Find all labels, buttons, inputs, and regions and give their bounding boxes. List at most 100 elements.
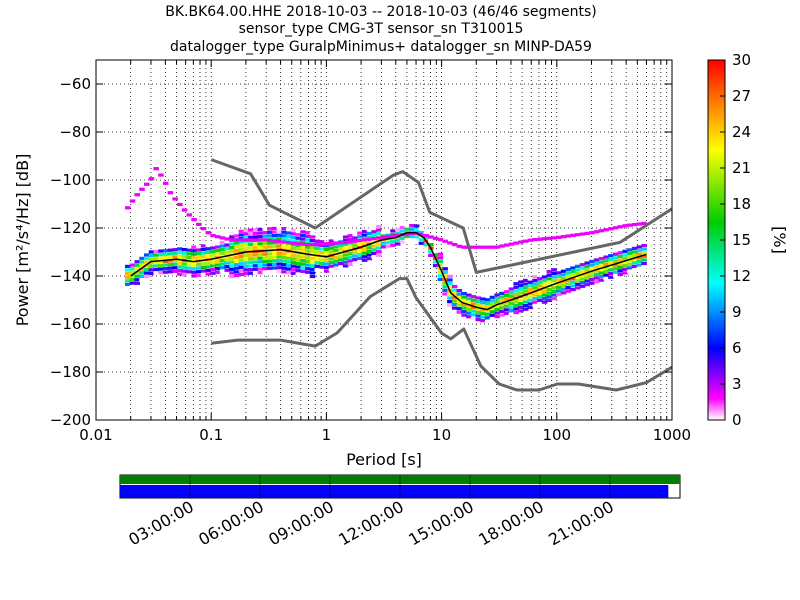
psd-cell — [371, 233, 377, 237]
psd-cell — [162, 249, 169, 253]
psd-outlier-cell — [428, 235, 434, 239]
psd-cell — [323, 265, 330, 270]
psd-cell — [134, 278, 141, 282]
psd-cell — [608, 254, 614, 258]
psd-cell — [177, 272, 183, 276]
psd-cell — [300, 269, 306, 274]
psd-cell — [229, 256, 235, 261]
psd-cell — [257, 231, 264, 235]
psd-density-cells — [125, 167, 647, 324]
psd-cell — [532, 278, 538, 283]
psd-cell — [480, 301, 486, 305]
x-tick-label: 1 — [322, 426, 332, 444]
psd-cell — [143, 267, 150, 272]
psd-cell — [499, 302, 505, 306]
psd-cell — [314, 261, 321, 265]
psd-cell — [252, 228, 259, 232]
psd-cell — [447, 296, 453, 300]
psd-cell — [300, 259, 306, 263]
psd-cell — [627, 262, 633, 266]
psd-cell — [612, 259, 619, 264]
psd-cell — [271, 226, 278, 231]
psd-cell — [546, 291, 553, 295]
psd-cell — [248, 271, 254, 275]
psd-outlier-cell — [352, 239, 358, 243]
psd-cell — [432, 264, 439, 268]
psd-cell — [366, 235, 373, 239]
psd-outlier-cell — [196, 222, 202, 226]
psd-cell — [622, 253, 628, 257]
psd-cell — [428, 239, 434, 243]
psd-cell — [461, 302, 467, 306]
psd-cell — [229, 267, 235, 271]
psd-cell — [489, 310, 496, 314]
y-tick-label: −200 — [50, 411, 91, 429]
psd-cell — [361, 251, 368, 255]
psd-cell — [295, 258, 302, 262]
psd-cell — [243, 243, 249, 247]
psd-cell — [522, 282, 529, 286]
psd-cell — [442, 285, 448, 289]
y-tick-label: −60 — [59, 75, 91, 93]
psd-cell — [451, 302, 458, 307]
psd-outlier-cell — [461, 245, 467, 249]
psd-cell — [361, 240, 368, 244]
psd-cell — [305, 231, 311, 235]
psd-cell — [579, 277, 586, 281]
psd-cell — [612, 256, 619, 260]
psd-cell — [357, 256, 363, 260]
psd-outlier-cell — [603, 228, 609, 232]
psd-cell — [271, 266, 278, 270]
psd-cell — [257, 227, 264, 231]
psd-cell — [262, 241, 268, 246]
psd-outlier-cell — [129, 199, 136, 203]
psd-cell — [560, 284, 567, 288]
psd-cell — [134, 267, 141, 271]
psd-cell — [281, 259, 287, 263]
psd-cell — [200, 244, 207, 248]
psd-cell — [570, 273, 576, 277]
psd-cell — [574, 271, 581, 276]
psd-cell — [314, 246, 321, 250]
psd-cell — [541, 282, 548, 286]
psd-cell — [636, 263, 643, 267]
psd-cell — [172, 266, 178, 270]
psd-cell — [376, 224, 382, 229]
psd-outlier-cell — [589, 231, 595, 235]
psd-cell — [224, 247, 231, 251]
psd-cell — [447, 274, 453, 278]
psd-cell — [229, 235, 235, 239]
psd-cell — [442, 267, 448, 271]
psd-cell — [551, 271, 557, 276]
psd-cell — [627, 259, 633, 263]
psd-outlier-cell — [546, 236, 553, 240]
psd-cell — [191, 256, 197, 260]
psd-cell — [267, 234, 273, 238]
psd-cell — [484, 316, 491, 320]
psd-cell — [456, 299, 463, 304]
psd-cell — [286, 253, 292, 257]
psd-cell — [631, 264, 638, 269]
psd-cell — [181, 244, 188, 248]
psd-cell — [191, 274, 197, 278]
psd-cell — [153, 267, 159, 272]
x-tick-label: 0.01 — [79, 426, 112, 444]
psd-cell — [541, 293, 548, 297]
psd-cell — [181, 269, 188, 273]
psd-cell — [196, 255, 202, 259]
psd-outlier-cell — [532, 238, 538, 242]
psd-cell — [314, 250, 321, 254]
psd-cell — [518, 284, 524, 288]
psd-cell — [305, 259, 311, 264]
colorbar-tick-label: 21 — [732, 159, 751, 177]
psd-outlier-cell — [527, 238, 534, 242]
psd-cell — [177, 268, 183, 273]
psd-cell — [347, 252, 354, 256]
psd-cell — [309, 256, 316, 261]
psd-cell — [461, 313, 467, 317]
psd-cell — [328, 239, 335, 243]
psd-cell — [143, 275, 150, 279]
psd-cell — [148, 268, 155, 272]
psd-cell — [503, 308, 510, 312]
psd-cell — [513, 282, 519, 286]
